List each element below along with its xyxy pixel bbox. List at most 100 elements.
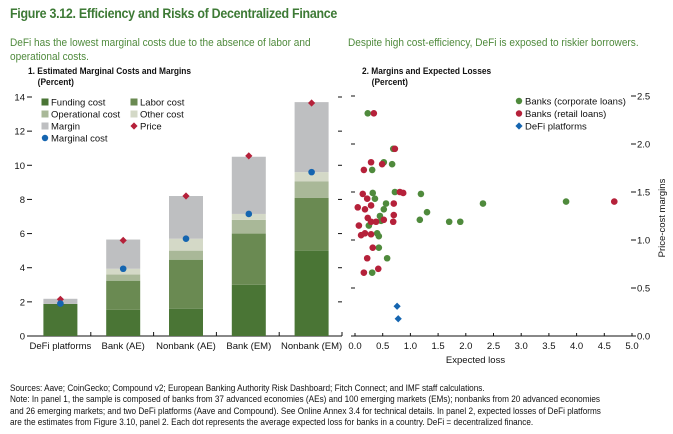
bar-segment-funding — [106, 309, 141, 336]
marker-marginal_cost — [308, 168, 315, 176]
panel2-x-tick-label: 1.5 — [431, 341, 444, 352]
panel1-x-tick-label: Nonbank (AE) — [156, 341, 216, 352]
panel2-unit: (Percent) — [371, 77, 408, 88]
marker-price — [308, 99, 316, 107]
scatter-point-retail — [370, 109, 378, 117]
scatter-point-retail — [355, 222, 363, 229]
legend-label: Funding cost — [51, 98, 106, 109]
scatter-point-corporate — [364, 109, 372, 117]
scatter-point-retail — [399, 189, 407, 197]
panel1-y-tick-label: 14 — [14, 93, 25, 104]
bar-segment-funding — [294, 250, 329, 336]
panel1-y-tick-label: 4 — [20, 263, 25, 274]
panel1-unit: (Percent) — [37, 77, 74, 88]
panel2-x-tick-label: 3.0 — [515, 341, 528, 352]
panel2-x-tick-label: 2.0 — [459, 341, 472, 352]
scatter-point-corporate — [388, 160, 396, 168]
legend-label: Banks (corporate loans) — [525, 97, 626, 108]
panel2-y-axis-label: Price-cost margins — [657, 178, 668, 257]
panel1-y-tick-label: 12 — [14, 127, 25, 138]
panel1-y-tick-label: 6 — [20, 229, 25, 240]
panel1-x-tick-label: Bank (EM) — [226, 341, 271, 352]
bar-segment-operational — [106, 274, 141, 281]
scatter-point-retail — [360, 166, 368, 174]
scatter-point-corporate — [445, 218, 453, 226]
panel1-x-tick-label: Nonbank (EM) — [281, 341, 342, 352]
panel2-title-block: 2. Margins and Expected Losses (Percent) — [362, 66, 491, 88]
panel2-x-tick-label: 3.5 — [542, 341, 555, 352]
panel1-y-tick-label: 2 — [20, 297, 25, 308]
scatter-point-retail — [354, 204, 362, 211]
scatter-point-corporate — [371, 195, 379, 203]
bar-segment-labor — [294, 197, 329, 251]
scatter-point-retail — [372, 218, 380, 226]
scatter-point-corporate — [368, 166, 376, 174]
scatter-point-retail — [374, 265, 382, 273]
scatter-point-corporate — [380, 205, 388, 213]
panel1-y-tick-label: 0 — [20, 332, 25, 343]
legend-swatch-corporate — [515, 97, 523, 105]
bar-segment-operational — [294, 181, 329, 198]
scatter-point-retail — [361, 205, 369, 213]
scatter-point-retail — [367, 218, 375, 226]
scatter-point-corporate — [391, 188, 399, 196]
bar-segment-margin — [294, 102, 329, 173]
legend-label: Labor cost — [140, 98, 185, 109]
scatter-point-corporate — [375, 232, 383, 240]
bar-segment-margin — [231, 156, 266, 214]
figure-title: Figure 3.12. Efficiency and Risks of Dec… — [10, 6, 338, 21]
bar-segment-labor — [231, 233, 266, 285]
scatter-point-corporate — [382, 200, 390, 207]
legend-label: Other cost — [140, 110, 184, 121]
legend-label: Operational cost — [51, 110, 121, 121]
scatter-point-corporate — [383, 254, 391, 262]
scatter-point-retail — [367, 202, 375, 209]
panel2-x-axis-label: Expected loss — [446, 355, 505, 366]
legend-label: Margin — [51, 122, 80, 133]
sources-note: Sources: Aave; CoinGecko; Compound v2; E… — [10, 383, 485, 393]
marker-price — [245, 152, 253, 160]
note-line-2: and 26 emerging markets; and two DeFi pl… — [10, 405, 601, 416]
scatter-point-corporate — [369, 189, 377, 197]
scatter-point-retail — [359, 190, 367, 198]
figure-notes: Sources: Aave; CoinGecko; Compound v2; E… — [10, 383, 611, 429]
scatter-point-retail — [360, 269, 368, 276]
scatter-point-corporate — [416, 216, 424, 224]
legend-swatch-operational — [41, 110, 49, 118]
marker-price — [119, 236, 127, 244]
legend-swatch-marginal_cost — [41, 134, 49, 142]
scatter-point-corporate — [375, 244, 383, 251]
panel2-y-tick-label: 2.5 — [637, 92, 650, 103]
scatter-point-retail — [610, 198, 618, 205]
legend-swatch-price — [130, 122, 138, 130]
scatter-point-retail — [391, 145, 399, 153]
panel2-x-tick-label: 4.0 — [570, 341, 583, 352]
scatter-point-defi — [394, 315, 402, 323]
bar-segment-operational — [231, 219, 266, 234]
scatter-point-retail — [361, 229, 369, 237]
bar-segment-funding — [43, 303, 78, 336]
marker-marginal_cost — [57, 300, 64, 307]
panel2-x-tick-label: 4.5 — [598, 341, 611, 352]
scatter-point-retail — [380, 216, 388, 224]
scatter-point-retail — [367, 230, 375, 238]
scatter-point-retail — [390, 211, 398, 219]
scatter-point-retail — [363, 195, 371, 203]
panel1-y-tick-label: 10 — [14, 161, 25, 172]
marker-marginal_cost — [182, 235, 190, 242]
legend-label: DeFi platforms — [525, 122, 587, 133]
legend-swatch-other — [130, 110, 138, 118]
scatter-point-defi — [393, 302, 401, 310]
marker-marginal_cost — [245, 210, 253, 218]
scatter-point-retail — [367, 158, 375, 166]
scatter-point-corporate — [423, 208, 431, 216]
bar-segment-funding — [169, 308, 203, 336]
note-line-1: Note: In panel 1, the sample is composed… — [10, 394, 600, 405]
bar-segment-other — [169, 238, 203, 251]
panel2-y-tick-label: 0.0 — [637, 332, 650, 343]
panel2-subtitle: Despite high cost-efficiency, DeFi is ex… — [348, 37, 639, 49]
scatter-point-retail — [390, 200, 398, 207]
panel1-x-tick-label: Bank (AE) — [102, 341, 145, 352]
panel2-x-tick-label: 0.0 — [348, 341, 361, 352]
panel2-scatter-chart: 0.0 0.5 1.0 1.5 2.0 2.5 3.0 3.5 4.0 4.5 5.00.00.51… — [348, 92, 668, 367]
